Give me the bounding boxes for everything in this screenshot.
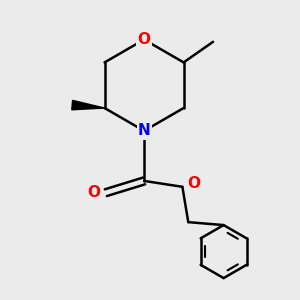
Text: O: O (138, 32, 151, 47)
Text: O: O (88, 185, 100, 200)
Polygon shape (72, 100, 105, 110)
Text: N: N (138, 123, 151, 138)
Text: O: O (188, 176, 201, 191)
